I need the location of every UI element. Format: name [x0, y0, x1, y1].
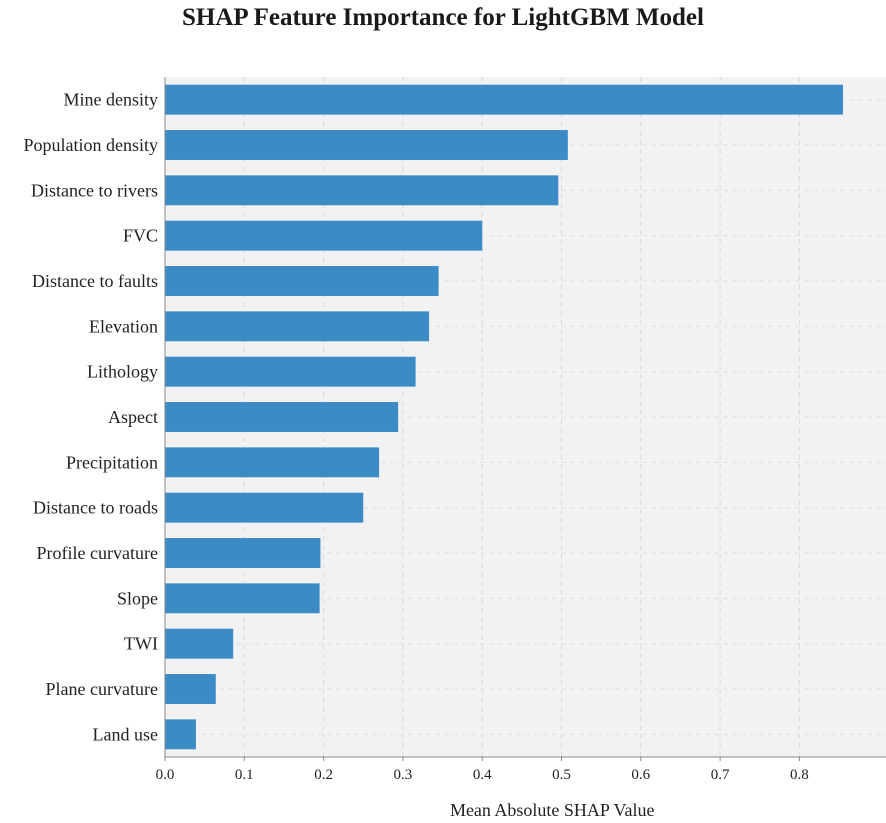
x-axis-title: Mean Absolute SHAP Value	[450, 800, 655, 820]
category-label: Plane curvature	[46, 679, 158, 699]
category-label: Mine density	[64, 90, 159, 110]
category-label: Lithology	[87, 362, 158, 382]
bar-slope	[165, 583, 320, 614]
axes	[164, 77, 886, 758]
bar-elevation	[165, 311, 430, 342]
category-label: Elevation	[89, 316, 158, 336]
x-tick-labels: 0.0 0.1 0.2 0.3 0.4 0.5 0.6 0.7 0.8	[156, 757, 809, 783]
bar-population-density	[165, 130, 568, 160]
bar-fvc	[165, 220, 483, 251]
bar-plane-curvature	[165, 674, 216, 704]
bar-land-use	[165, 719, 196, 750]
x-tick-label: 0.1	[235, 767, 254, 783]
category-label: Slope	[117, 588, 158, 608]
category-label: Precipitation	[66, 452, 158, 472]
bar-mine-density	[165, 84, 844, 115]
x-tick-label: 0.8	[790, 767, 809, 783]
x-tick-label: 0.7	[711, 767, 730, 783]
category-labels: Mine density Population density Distance t…	[24, 90, 159, 745]
bar-lithology	[165, 356, 416, 387]
category-label: Distance to rivers	[31, 180, 158, 200]
x-tick-label: 0.6	[631, 767, 650, 783]
category-label: Distance to faults	[32, 271, 158, 291]
category-label: Distance to roads	[33, 498, 158, 518]
chart-title: SHAP Feature Importance for LightGBM Mod…	[182, 4, 704, 31]
bar-profile-curvature	[165, 538, 321, 568]
category-label: FVC	[123, 226, 158, 246]
bar-distance-to-faults	[165, 266, 439, 296]
x-tick-label: 0.3	[394, 767, 413, 783]
x-tick-label: 0.4	[473, 767, 492, 783]
x-tick-label: 0.0	[156, 767, 175, 783]
category-label: TWI	[124, 634, 158, 654]
x-tick-label: 0.5	[552, 767, 571, 783]
bar-distance-to-roads	[165, 492, 364, 523]
category-label: Population density	[24, 135, 159, 155]
bar-distance-to-rivers	[165, 175, 559, 206]
bars	[165, 84, 844, 750]
category-label: Land use	[93, 724, 158, 744]
x-tick-label: 0.2	[314, 767, 333, 783]
bar-aspect	[165, 402, 399, 432]
bar-precipitation	[165, 447, 380, 478]
category-label: Profile curvature	[37, 543, 158, 563]
category-label: Aspect	[108, 407, 158, 427]
bar-twi	[165, 628, 234, 659]
